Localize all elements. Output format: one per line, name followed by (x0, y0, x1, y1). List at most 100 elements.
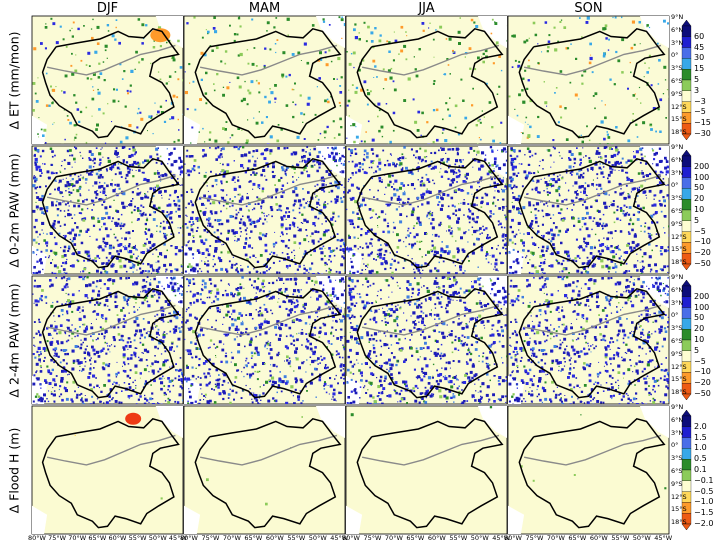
colorbar-segment (681, 459, 692, 471)
latitude-tick-label: 3°S (671, 64, 683, 73)
latitude-tick-label: 15°S (671, 375, 687, 384)
colorbar-segment (681, 318, 692, 330)
colorbar-tick-label: −5 (694, 107, 706, 117)
colorbar-segment (681, 166, 692, 178)
amazon-river (199, 304, 338, 336)
ocean-area-pacific (346, 245, 363, 274)
colorbar-extend-bottom (681, 133, 692, 141)
ocean-area-pacific (184, 115, 201, 144)
longitude-tick-label: 65°W (568, 534, 587, 542)
colorbar-tick-label: −1.0 (694, 497, 714, 507)
colorbar-tick-label: −3 (694, 96, 706, 106)
colorbar-segment (681, 329, 692, 341)
colorbar-extend-bottom (681, 263, 692, 271)
colorbar-tick-label: 200 (694, 161, 710, 171)
ocean-area-pacific (184, 375, 201, 404)
colorbar-tick-label: −5 (694, 226, 706, 236)
ocean-area (155, 406, 183, 438)
amazon-river (46, 44, 176, 76)
map-panel-jja-row1 (345, 145, 508, 275)
longitude-tick-label: 70°W (546, 534, 565, 542)
colorbar-tick-label: −0.5 (694, 486, 714, 496)
longitude-tick-label: 55°W (611, 534, 630, 542)
colorbar-tick-label: −20 (694, 248, 711, 258)
amazon-river (523, 44, 662, 76)
basin-boundary (518, 27, 666, 139)
ocean-area-pacific (508, 505, 525, 534)
basin-boundary (356, 287, 504, 399)
longitude-tick-label: 60°W (589, 534, 608, 542)
data-texture (184, 276, 345, 404)
amazon-river (523, 304, 662, 336)
data-texture (184, 16, 345, 144)
latitude-tick-label: 0° (671, 181, 679, 190)
colorbar-extend-top (681, 409, 692, 417)
ocean-area (155, 146, 183, 178)
latitude-tick-label: 6°S (671, 207, 683, 215)
longitude-tick-label: 50°W (632, 534, 651, 542)
map-panel-mam-row0 (183, 15, 346, 145)
colorbar-tick-label: −1.5 (694, 508, 714, 518)
colorbar-tick-label: 100 (694, 172, 710, 182)
colorbar-tick-label: 60 (694, 31, 705, 41)
longitude-tick-label: 80°W (504, 534, 522, 542)
latitude-tick-label: 18°S (671, 128, 687, 137)
ocean-area (640, 16, 669, 48)
basin-boundary (41, 157, 180, 269)
amazon-river (361, 304, 500, 336)
colorbar-segment (681, 47, 692, 59)
latitude-tick-label: 12°S (671, 362, 687, 371)
map-panel-son-row3 (507, 405, 670, 535)
data-texture (32, 17, 183, 144)
latitude-tick-label: 6°N (671, 155, 684, 164)
latitude-tick-label: 6°N (671, 415, 684, 424)
colorbar-segment (681, 307, 692, 319)
longitude-tick-label: 65°W (406, 534, 425, 542)
map-panel-son-row0 (507, 15, 670, 145)
row-label-0: Δ ET (mm/mon) (0, 16, 28, 144)
latitude-tick-label: 18°S (671, 388, 687, 397)
latitude-tick-label: 3°N (671, 428, 684, 437)
latitude-tick-label: 3°N (671, 168, 684, 177)
basin-boundary (194, 27, 342, 139)
latitude-tick-label: 9°N (671, 143, 684, 151)
latitude-tick-label: 0° (671, 51, 679, 60)
season-header-mam: MAM (248, 1, 281, 16)
ocean-area (316, 406, 345, 438)
map-panel-mam-row3 (183, 405, 346, 535)
map-panel-mam-row2 (183, 275, 346, 405)
colorbar-segment (681, 437, 692, 449)
data-texture (74, 434, 163, 500)
longitude-tick-label: 65°W (244, 534, 263, 542)
latitude-tick-label: 12°S (671, 492, 687, 501)
latitude-tick-label: 6°S (671, 337, 683, 345)
data-texture (520, 414, 667, 490)
latitude-tick-label: 9°S (671, 479, 683, 488)
longitude-tick-label: 50°W (470, 534, 489, 542)
colorbar-row0 (681, 19, 692, 141)
colorbar-tick-label: 1.0 (694, 443, 707, 453)
colorbar-segment (681, 426, 692, 438)
amazon-river (199, 434, 338, 466)
latitude-tick-label: 3°S (671, 324, 683, 333)
colorbar-tick-label: 0.5 (694, 454, 707, 464)
colorbar-segment (681, 58, 692, 70)
longitude-tick-label: 45°W (330, 534, 349, 542)
latitude-tick-label: 12°S (671, 102, 687, 111)
colorbar-tick-label: −5 (694, 356, 706, 366)
basin-boundary (41, 287, 180, 399)
row-label-3: Δ Flood H (m) (0, 406, 28, 534)
colorbar-segment (681, 350, 692, 362)
season-header-jja: JJA (418, 1, 435, 16)
amazon-river (523, 434, 662, 466)
colorbar-tick-label: 20 (694, 194, 705, 204)
amazon-river (46, 174, 176, 206)
colorbar-tick-label: −10 (694, 237, 711, 247)
basin-boundary (41, 27, 180, 139)
latitude-tick-label: 9°S (671, 89, 683, 98)
colorbar-tick-label: −20 (694, 378, 711, 388)
longitude-tick-label: 45°W (168, 534, 187, 542)
data-texture (346, 276, 507, 404)
longitude-tick-label: 60°W (108, 534, 127, 542)
amazon-river (46, 434, 176, 466)
